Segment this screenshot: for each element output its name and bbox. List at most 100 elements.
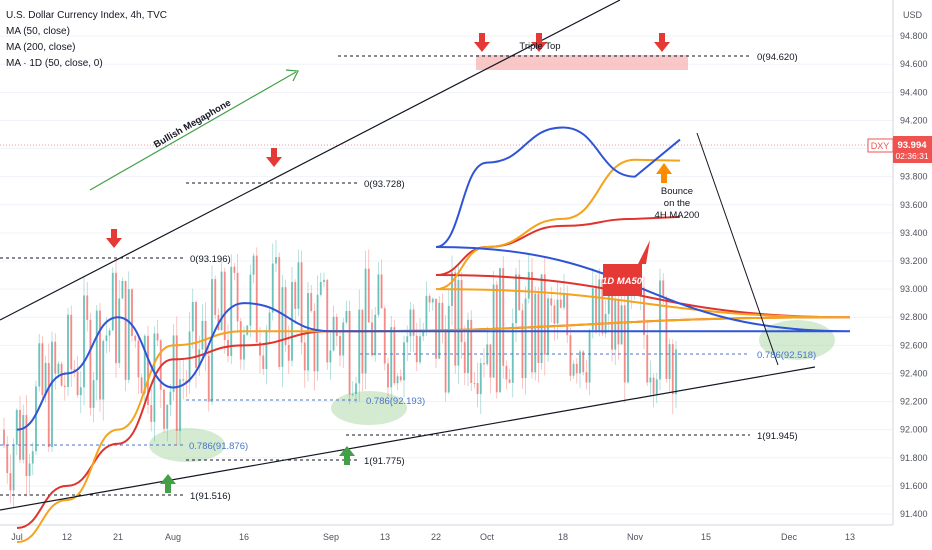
candle-body — [582, 351, 585, 373]
candle-body — [563, 294, 565, 308]
candle-body — [655, 379, 658, 395]
candle-body — [243, 334, 245, 360]
candle-body — [303, 342, 306, 371]
time-tick-label: 13 — [380, 532, 390, 542]
price-tick-label: 94.800 — [900, 31, 928, 41]
time-axis[interactable]: Jul 12 21 Aug 16 Sep 13 22 Oct 18 Nov 15 Dec 13 — [11, 532, 855, 542]
price-tick-label: 91.600 — [900, 481, 928, 491]
candle-body — [326, 279, 329, 363]
candle-body — [457, 279, 460, 366]
candle-body — [134, 335, 137, 341]
candle-body — [591, 288, 594, 330]
candle-body — [102, 340, 105, 400]
fib-label-93728: 0(93.728) — [364, 179, 405, 190]
red-arrows — [106, 33, 670, 248]
candle-body — [47, 362, 50, 448]
fib-label-91775: 1(91.775) — [364, 456, 405, 467]
fib-levels — [0, 55, 750, 496]
candle-body — [44, 362, 47, 396]
fib-label-91945: 1(91.945) — [757, 431, 798, 442]
green-up-arrow-icon — [339, 446, 355, 465]
candle-body — [447, 305, 450, 393]
candle-body — [31, 451, 34, 464]
candle-body — [460, 279, 463, 343]
candle-body — [649, 377, 652, 383]
legend-title: U.S. Dollar Currency Index, 4h, TVC — [6, 10, 167, 21]
candle-body — [595, 288, 597, 332]
candle-body — [239, 321, 242, 360]
candle-body — [515, 274, 517, 324]
candle-body — [518, 274, 521, 311]
candle-body — [614, 299, 617, 350]
candle-body — [569, 335, 572, 376]
red-down-arrow-icon — [531, 33, 547, 52]
candle-body — [620, 305, 623, 345]
candle-body — [323, 279, 325, 282]
price-tick-label: 92.200 — [900, 397, 928, 407]
candle-body — [598, 279, 601, 332]
bounce-label-1: Bounce — [661, 186, 693, 197]
ma-200-line — [16, 158, 851, 544]
candle-body — [361, 309, 364, 374]
candle-body — [412, 309, 415, 336]
candle-body — [467, 319, 469, 374]
candle-body — [89, 319, 92, 408]
fib-label-93196: 0(93.196) — [190, 254, 231, 265]
candle-body — [233, 266, 236, 273]
candle-body — [537, 293, 540, 363]
time-tick-label: 18 — [558, 532, 568, 542]
candle-body — [163, 389, 165, 429]
candle-body — [473, 382, 476, 384]
candle-body — [211, 279, 213, 402]
candle-body — [12, 444, 15, 491]
current-symbol: DXY — [871, 141, 890, 151]
candle-body — [476, 383, 479, 395]
candle-body — [332, 316, 335, 351]
candle-body — [579, 351, 581, 374]
candle-body — [73, 369, 76, 372]
time-tick-label: 21 — [113, 532, 123, 542]
candle-body — [179, 379, 181, 432]
candle-body — [150, 405, 153, 422]
candle-body — [227, 340, 229, 356]
green-arrows — [160, 446, 355, 493]
fib-label-91876: 0.786(91.876) — [189, 441, 248, 452]
candle-body — [9, 473, 12, 491]
candle-body — [588, 329, 591, 383]
ma50-badge: 1D MA50 — [602, 240, 650, 296]
price-tick-label: 91.400 — [900, 509, 928, 519]
candle-body — [99, 310, 101, 400]
candle-body — [671, 344, 674, 395]
candle-body — [140, 377, 143, 394]
countdown: 02:36:31 — [895, 151, 928, 161]
candle-body — [246, 325, 249, 335]
candle-body — [662, 280, 665, 298]
candle-body — [223, 271, 226, 341]
candle-body — [297, 262, 300, 309]
candle-body — [377, 274, 380, 315]
candle-body — [543, 274, 546, 355]
candle-body — [236, 272, 239, 322]
candle-body — [380, 274, 383, 309]
candle-body — [195, 302, 197, 368]
candle-body — [19, 409, 21, 460]
candle-body — [54, 341, 57, 374]
legend-ma50: MA (50, close) — [6, 26, 70, 37]
candle-body — [3, 429, 5, 446]
candle-body — [57, 363, 60, 374]
candle-body — [137, 340, 140, 378]
candle-body — [70, 314, 73, 370]
price-tick-label: 91.800 — [900, 453, 928, 463]
candle-body — [483, 363, 485, 365]
candle-body — [422, 331, 425, 337]
candle-body — [35, 386, 37, 452]
candle-body — [63, 385, 66, 388]
candle-body — [540, 274, 543, 363]
candle-body — [479, 363, 482, 395]
current-price-tag: DXY 93.994 02:36:31 — [867, 136, 932, 163]
fib-label-92193: 0.786(92.193) — [366, 396, 425, 407]
candle-body — [291, 281, 293, 361]
time-tick-label: Sep — [323, 532, 339, 542]
candle-body — [499, 268, 501, 393]
